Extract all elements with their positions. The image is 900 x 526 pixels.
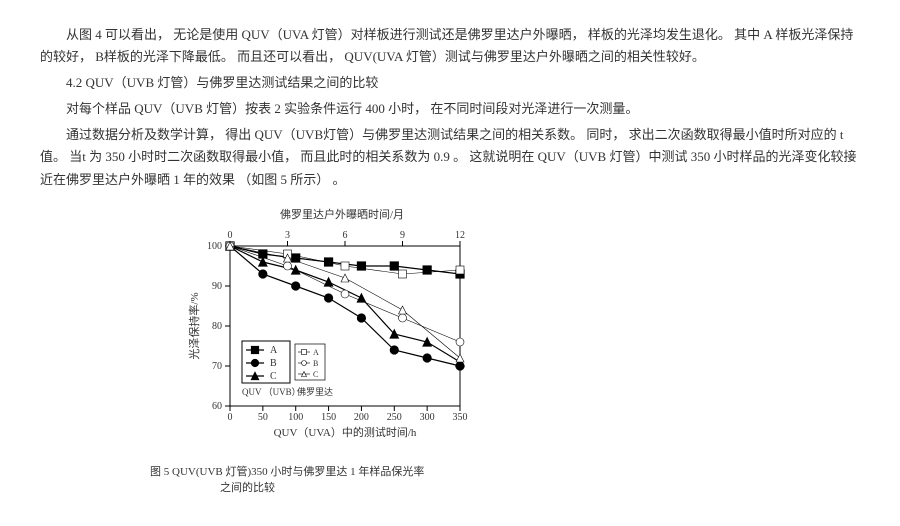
svg-text:0: 0 (228, 412, 233, 423)
svg-text:QUV （UVB）: QUV （UVB） (242, 387, 301, 397)
caption-line-2: 之间的比较 (220, 480, 860, 497)
svg-text:B: B (270, 358, 277, 369)
paragraph-3: 通过数据分析及数学计算， 得出 QUV（UVB灯管）与佛罗里达测试结果之间的相关… (40, 124, 860, 190)
svg-text:QUV（UVA）中的测试时间/h: QUV（UVA）中的测试时间/h (274, 425, 417, 439)
svg-text:光泽保持率/%: 光泽保持率/% (187, 292, 201, 359)
svg-text:C: C (270, 371, 277, 382)
svg-text:6: 6 (343, 230, 348, 241)
section-heading: 4.2 QUV（UVB 灯管）与佛罗里达测试结果之间的比较 (40, 72, 860, 94)
svg-text:200: 200 (354, 412, 369, 423)
svg-text:50: 50 (258, 412, 268, 423)
figure-5: 佛罗里达户外曝晒时间/月 0 50 100 150 200 250 300 350 0 3 6 9 12… (170, 206, 860, 497)
svg-text:60: 60 (212, 401, 222, 412)
svg-text:150: 150 (321, 412, 336, 423)
svg-text:3: 3 (285, 230, 290, 241)
svg-text:B: B (313, 359, 318, 368)
svg-text:9: 9 (400, 230, 405, 241)
figure-5-caption: 图 5 QUV(UVB 灯管)350 小时与佛罗里达 1 年样品保光率 之间的比… (170, 464, 860, 497)
svg-text:90: 90 (212, 281, 222, 292)
paragraph-2: 对每个样品 QUV（UVB 灯管）按表 2 实验条件运行 400 小时， 在不同… (40, 98, 860, 120)
svg-text:250: 250 (387, 412, 402, 423)
svg-text:100: 100 (207, 241, 222, 252)
svg-text:A: A (313, 348, 319, 357)
svg-text:0: 0 (228, 230, 233, 241)
svg-text:80: 80 (212, 321, 222, 332)
svg-text:A: A (270, 345, 278, 356)
svg-text:350: 350 (453, 412, 468, 423)
svg-text:100: 100 (288, 412, 303, 423)
gloss-retention-chart: 0 50 100 150 200 250 300 350 0 3 6 9 12 60 70 80 90 100 QU… (170, 226, 490, 456)
top-axis-label: 佛罗里达户外曝晒时间/月 (280, 206, 860, 222)
svg-text:12: 12 (455, 230, 465, 241)
svg-text:C: C (313, 370, 318, 379)
paragraph-1: 从图 4 可以看出， 无论是使用 QUV（UVA 灯管）对样板进行测试还是佛罗里… (40, 24, 860, 68)
caption-line-1: 图 5 QUV(UVB 灯管)350 小时与佛罗里达 1 年样品保光率 (150, 464, 860, 481)
svg-text:70: 70 (212, 361, 222, 372)
svg-text:300: 300 (420, 412, 435, 423)
svg-text:佛罗里达: 佛罗里达 (297, 386, 333, 397)
